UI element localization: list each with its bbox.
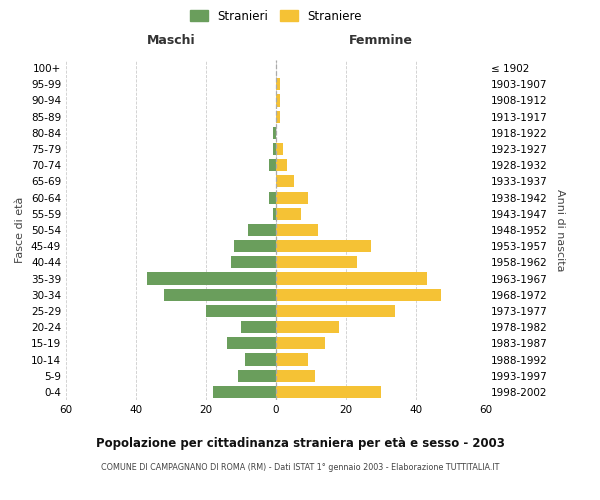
- Bar: [241, 321, 276, 333]
- Bar: [269, 159, 276, 172]
- Text: Popolazione per cittadinanza straniera per età e sesso - 2003: Popolazione per cittadinanza straniera p…: [95, 438, 505, 450]
- Bar: [276, 288, 440, 301]
- Legend: Stranieri, Straniere: Stranieri, Straniere: [185, 5, 367, 28]
- Bar: [276, 78, 280, 90]
- Bar: [276, 110, 280, 122]
- Bar: [238, 370, 276, 382]
- Bar: [213, 386, 276, 398]
- Bar: [276, 240, 371, 252]
- Bar: [146, 272, 276, 284]
- Bar: [276, 338, 325, 349]
- Bar: [276, 159, 287, 172]
- Bar: [276, 224, 318, 236]
- Bar: [276, 305, 395, 317]
- Bar: [276, 370, 314, 382]
- Bar: [272, 127, 276, 139]
- Bar: [276, 321, 339, 333]
- Y-axis label: Fasce di età: Fasce di età: [16, 197, 25, 263]
- Bar: [272, 208, 276, 220]
- Bar: [276, 354, 308, 366]
- Bar: [276, 94, 280, 106]
- Bar: [245, 354, 276, 366]
- Text: Femmine: Femmine: [349, 34, 413, 47]
- Text: Maschi: Maschi: [146, 34, 196, 47]
- Bar: [272, 143, 276, 155]
- Bar: [269, 192, 276, 203]
- Bar: [276, 192, 308, 203]
- Bar: [276, 176, 293, 188]
- Text: COMUNE DI CAMPAGNANO DI ROMA (RM) - Dati ISTAT 1° gennaio 2003 - Elaborazione TU: COMUNE DI CAMPAGNANO DI ROMA (RM) - Dati…: [101, 462, 499, 471]
- Bar: [276, 386, 381, 398]
- Bar: [248, 224, 276, 236]
- Bar: [230, 256, 276, 268]
- Bar: [234, 240, 276, 252]
- Bar: [276, 143, 283, 155]
- Bar: [276, 208, 301, 220]
- Bar: [276, 272, 427, 284]
- Bar: [227, 338, 276, 349]
- Y-axis label: Anni di nascita: Anni di nascita: [554, 188, 565, 271]
- Bar: [276, 256, 356, 268]
- Bar: [164, 288, 276, 301]
- Bar: [206, 305, 276, 317]
